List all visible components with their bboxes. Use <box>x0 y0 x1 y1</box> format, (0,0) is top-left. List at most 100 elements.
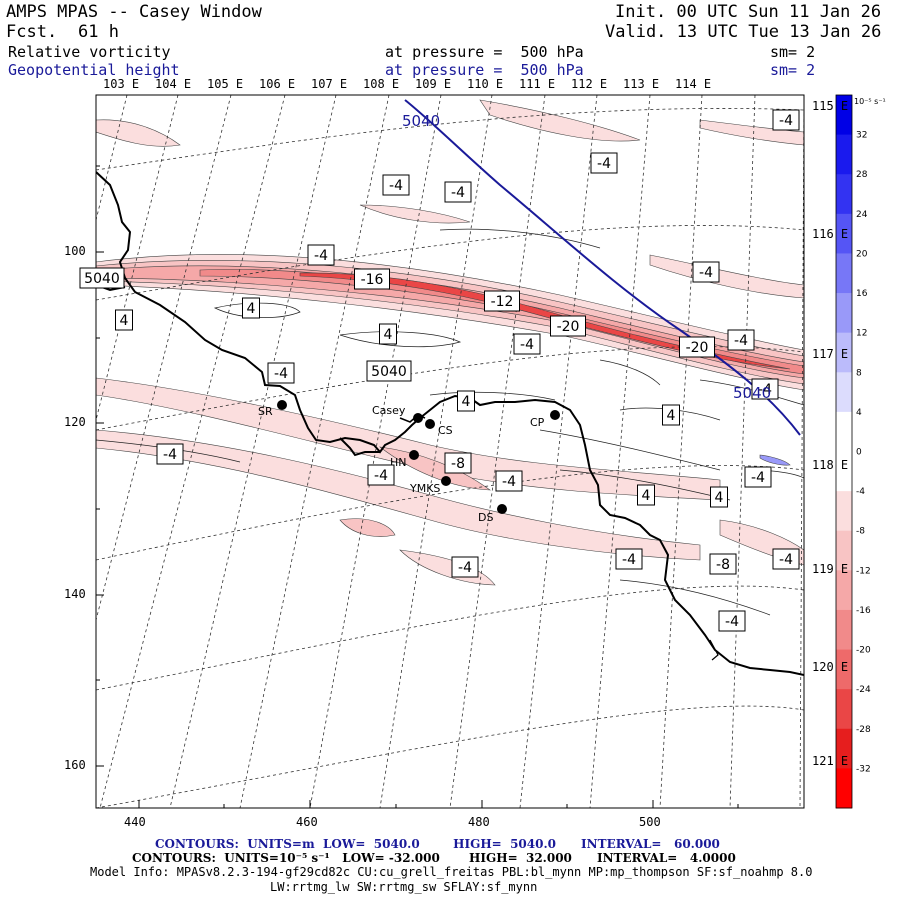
contour-label-text: -4 <box>779 552 793 568</box>
station-dot-hn <box>409 450 419 460</box>
longitude-right-label: 119 E <box>812 562 849 576</box>
y-axis-tick-label: 140 <box>64 587 86 601</box>
contour-label: -20 <box>550 315 586 337</box>
longitude-top-label: 106 E <box>259 77 296 91</box>
contour-label: -4 <box>744 466 772 488</box>
model-info: Model Info: MPASv8.2.3-194-gf29cd82c CU:… <box>90 865 813 879</box>
station-dot-casey <box>413 413 423 423</box>
longitude-top-label: 105 E <box>207 77 244 91</box>
map-plot-area <box>96 95 804 808</box>
contour-label: -4 <box>772 548 800 570</box>
colorbar-segment <box>836 411 852 452</box>
longitude-top-label: 104 E <box>155 77 192 91</box>
longitude-right-label: 115 E <box>812 99 849 113</box>
station-dot-ds <box>497 504 507 514</box>
station-label: YMKS <box>409 482 440 495</box>
contour-label-text: -4 <box>779 113 793 129</box>
contour-label-text: 4 <box>384 327 393 343</box>
longitude-top-label: 103 E <box>103 77 140 91</box>
longitude-top-label: 112 E <box>571 77 608 91</box>
vorticity-contour-info: CONTOURS: UNITS=10⁻⁵ s⁻¹ LOW= -32.000 HI… <box>132 851 736 865</box>
longitude-right-label: 117 E <box>812 347 849 361</box>
contour-label-text: -4 <box>597 156 611 172</box>
contour-label: -4 <box>307 244 335 266</box>
y-axis-tick-label: 100 <box>64 244 86 258</box>
contour-label-text: -4 <box>314 248 328 264</box>
longitude-top-label: 109 E <box>415 77 452 91</box>
contour-label-text: -4 <box>274 366 288 382</box>
colorbar-segment <box>836 95 852 136</box>
geopotential-contour-5040 <box>404 99 801 436</box>
contour-label: -4 <box>367 464 395 486</box>
longitude-right-label: 116 E <box>812 227 849 241</box>
x-axis-tick-label: 500 <box>639 815 661 829</box>
contour-label-text: -4 <box>751 470 765 486</box>
station-dot-cs <box>425 419 435 429</box>
colorbar-segment <box>836 332 852 373</box>
contour-label: 5040 <box>366 360 412 382</box>
contour-label: -4 <box>156 443 184 465</box>
height-labels: 5040 5040 <box>402 112 771 402</box>
colorbar-segment <box>836 689 852 730</box>
colorbar-tick-label: -24 <box>856 685 871 695</box>
longitude-top-label: 111 E <box>519 77 556 91</box>
contour-label: -4 <box>615 548 643 570</box>
contour-label-text: -4 <box>458 560 472 576</box>
contour-label: -4 <box>751 378 779 400</box>
contour-label: 4 <box>379 323 397 345</box>
colorbar-segment <box>836 609 852 651</box>
height-contour-info: CONTOURS: UNITS=m LOW= 5040.0 HIGH= 5040… <box>155 837 720 851</box>
contour-label: -8 <box>444 452 472 474</box>
axis-ticks <box>96 165 739 808</box>
station-label: CP <box>530 416 545 429</box>
colorbar-tick-label: 24 <box>856 210 868 220</box>
colorbar-tick-label: -8 <box>856 527 865 537</box>
contour-label: -8 <box>709 553 737 575</box>
contour-label-text: -4 <box>502 474 516 490</box>
model-info-physics: LW:rrtmg_lw SW:rrtmg_sw SFLAY:sf_mynn <box>270 880 538 894</box>
contour-label-text: -20 <box>686 340 709 356</box>
contour-label-text: -4 <box>451 185 465 201</box>
contour-label: -12 <box>484 290 520 312</box>
contour-label-text: -8 <box>451 456 465 472</box>
contour-label-group: -4 -4 -4 -4 -4 -4 -16 -12 4 4 -20 -4 -20 -4 -4 5040 -4 4 -… <box>79 109 800 632</box>
contour-label: 4 <box>710 486 728 508</box>
contour-label-text: -8 <box>716 557 730 573</box>
field1-pressure: at pressure = 500 hPa <box>385 43 584 61</box>
contour-label-text: -4 <box>699 265 713 281</box>
longitude-top-label: 108 E <box>363 77 400 91</box>
longitude-top-label: 114 E <box>675 77 712 91</box>
contour-label-text: 4 <box>715 490 724 506</box>
field1-name: Relative vorticity <box>8 43 171 61</box>
contour-label-text: -4 <box>622 552 636 568</box>
field1-smoothing: sm= 2 <box>770 43 816 61</box>
field2-pressure: at pressure = 500 hPa <box>385 61 584 79</box>
contour-label-text: 5040 <box>84 271 120 287</box>
colorbar-segment <box>836 530 852 571</box>
colorbar-tick-label: -20 <box>856 646 871 656</box>
contour-label-text: 4 <box>667 408 676 424</box>
contour-label-text: -16 <box>361 272 384 288</box>
contour-label-text: 4 <box>462 394 471 410</box>
colorbar-unit: 10⁻⁵ s⁻¹ <box>854 97 886 106</box>
x-axis-tick-label: 460 <box>296 815 318 829</box>
contour-label: -4 <box>444 181 472 203</box>
valid-time: Valid. 13 UTC Tue 13 Jan 26 <box>605 22 882 42</box>
contour-label-text: -4 <box>734 333 748 349</box>
contour-label-text: -4 <box>374 468 388 484</box>
station-label: SR <box>258 405 273 418</box>
contour-label: -4 <box>718 610 746 632</box>
longitude-top-label: 110 E <box>467 77 504 91</box>
map-title: AMPS MPAS -- Casey Window <box>6 2 262 22</box>
y-axis-tick-label: 120 <box>64 415 86 429</box>
forecast-hour: 61 h <box>78 22 119 42</box>
forecast-label: Fcst. <box>6 22 58 42</box>
colorbar-tick-label: 0 <box>856 448 862 458</box>
colorbar-tick-label: 16 <box>856 289 868 299</box>
contour-label: -4 <box>590 152 618 174</box>
contour-label-text: -4 <box>389 178 403 194</box>
station-label: CS <box>438 424 453 437</box>
contour-label: -4 <box>727 329 755 351</box>
colorbar-segment <box>836 253 852 294</box>
contour-label-text: -4 <box>163 447 177 463</box>
